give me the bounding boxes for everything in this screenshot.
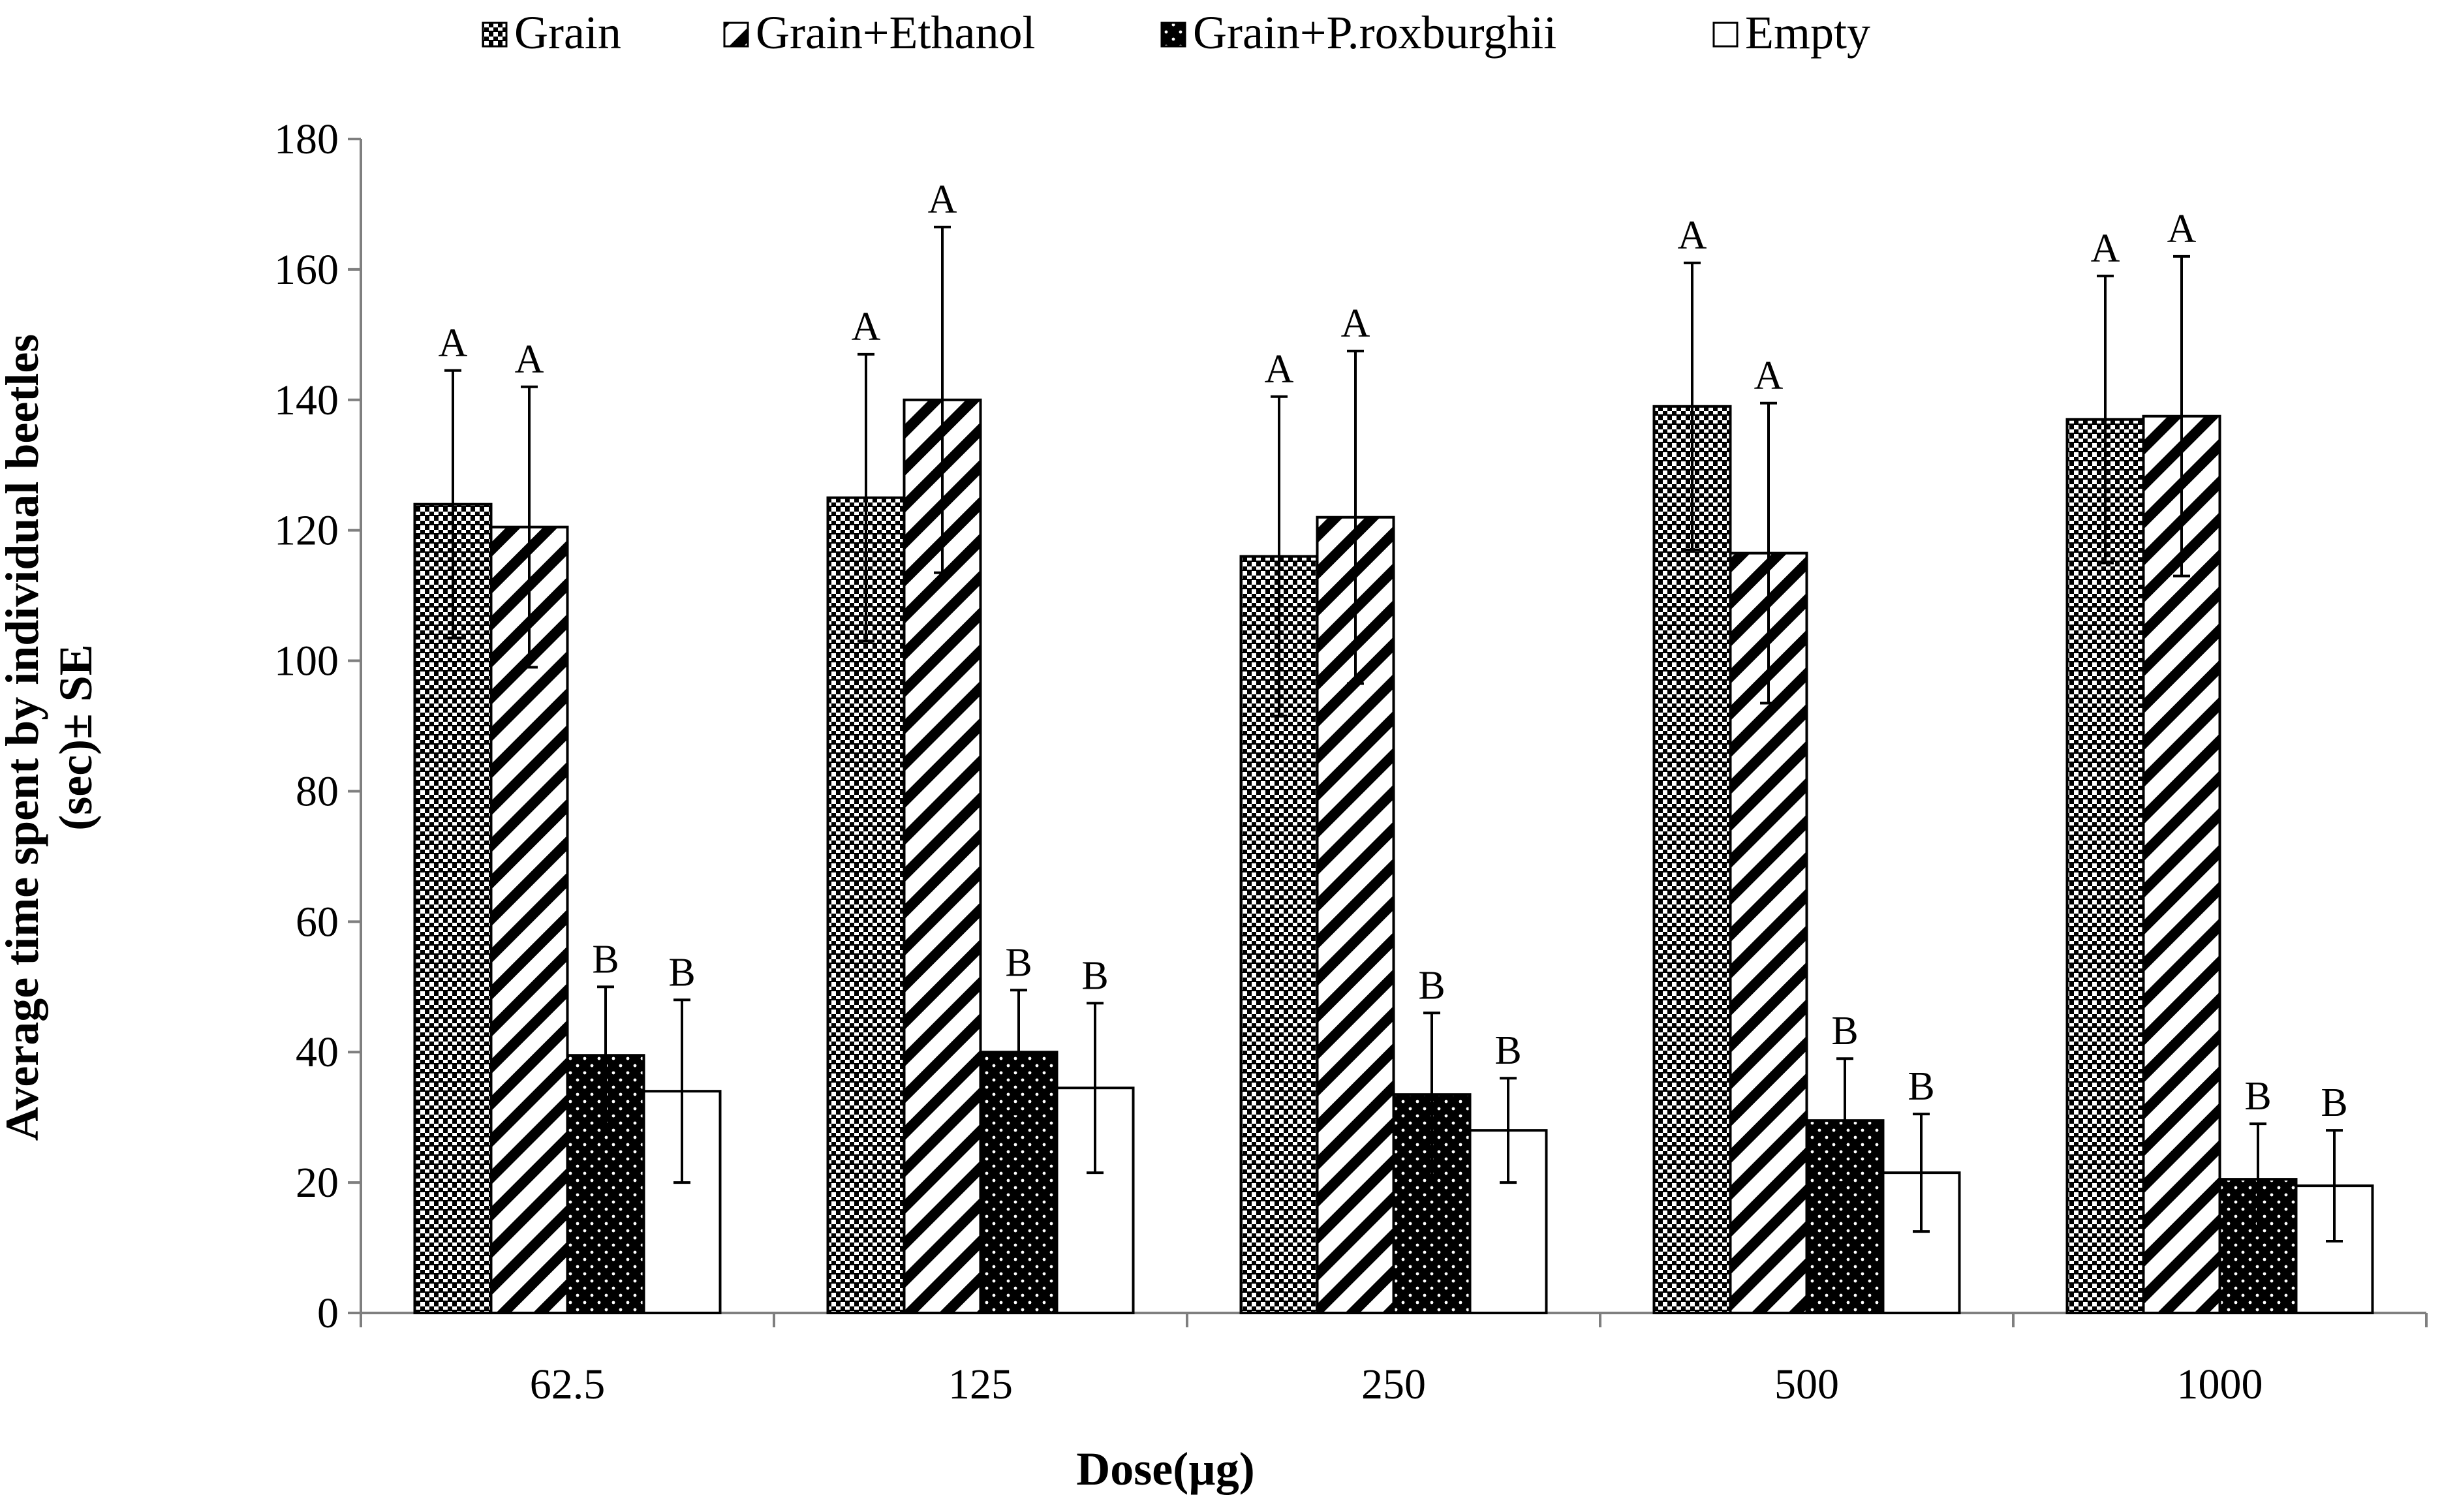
legend-label: Grain+Ethanol: [756, 7, 1035, 59]
legend-label: Grain+P.roxburghii: [1193, 7, 1556, 59]
significance-letter: A: [515, 337, 544, 382]
significance-letter: A: [439, 321, 468, 365]
y-tick-label: 100: [274, 638, 339, 685]
y-axis-title-line1: Average time spent by individual beetles: [0, 334, 48, 1141]
legend-swatch: [482, 22, 508, 48]
legend-swatch: [1160, 22, 1186, 48]
x-tick-label: 500: [1774, 1361, 1839, 1408]
legend: Grain Grain+Ethanol Grain+P.roxburghii Empt…: [482, 7, 1870, 59]
significance-letter: A: [1678, 213, 1707, 258]
significance-letter: A: [852, 305, 881, 349]
significance-letter: B: [2244, 1074, 2271, 1119]
significance-letter: A: [928, 177, 957, 222]
significance-letter: B: [2321, 1081, 2347, 1125]
significance-letter: B: [668, 950, 695, 995]
y-tick-label: 140: [274, 377, 339, 424]
bar: [1468, 1129, 1548, 1314]
y-tick-label: 120: [274, 507, 339, 555]
y-tick-label: 160: [274, 246, 339, 294]
significance-letter: A: [2167, 207, 2197, 251]
significance-letter: A: [1341, 301, 1370, 346]
x-tick-label: 1000: [2177, 1361, 2263, 1408]
legend-swatch: [723, 22, 749, 48]
y-tick-label: 80: [296, 767, 339, 815]
significance-letter: A: [1754, 354, 1784, 398]
y-tick-label: 20: [296, 1159, 339, 1207]
x-axis-title: Dose(µg): [1076, 1443, 1254, 1495]
significance-letter: B: [1494, 1028, 1521, 1073]
significance-letter: A: [2091, 226, 2120, 271]
y-tick-label: 60: [296, 898, 339, 946]
legend-label: Empty: [1745, 7, 1870, 59]
x-tick-label: 62.5: [530, 1361, 606, 1408]
significance-letter: A: [1265, 347, 1294, 392]
plot-area: 0 20 40 60 80 100 120 140 160 180 62.5 125 250 500 100…: [274, 116, 2428, 1408]
bar: [2065, 418, 2145, 1314]
legend-label: Grain: [514, 7, 621, 59]
significance-letter: B: [1005, 940, 1032, 985]
significance-letter: B: [592, 937, 619, 981]
y-tick-label: 0: [317, 1289, 339, 1337]
y-axis-title: Average time spent by individual beetles…: [0, 334, 102, 1141]
significance-letter: B: [1418, 963, 1445, 1008]
y-tick-label: 40: [296, 1028, 339, 1076]
significance-letter: B: [1831, 1009, 1858, 1053]
significance-letter: B: [1908, 1064, 1934, 1109]
bar: [1055, 1087, 1135, 1314]
x-tick-label: 250: [1361, 1361, 1426, 1408]
significance-letter: B: [1081, 953, 1108, 998]
legend-swatch: [1712, 22, 1739, 48]
y-axis-title-line2: (sec)± SE: [50, 644, 102, 830]
x-tick-label: 125: [948, 1361, 1013, 1408]
y-tick-label: 180: [274, 116, 339, 163]
